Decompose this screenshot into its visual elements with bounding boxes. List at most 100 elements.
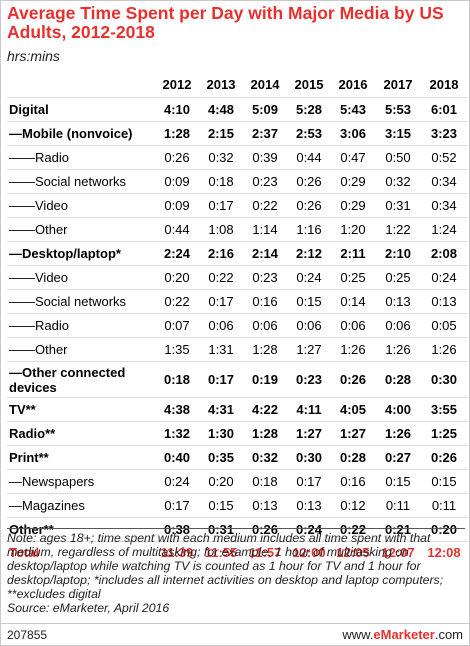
value-cell: 2:37 [243,121,287,146]
value-cell: 0:31 [375,193,421,218]
table-row: —Magazines 0:17 0:15 0:13 0:13 0:12 0:11 0:11 [7,493,467,518]
row-label: —Magazines [7,493,155,518]
table-row: —Desktop/laptop* 2:24 2:16 2:14 2:12 2:11 2:10… [7,241,467,266]
value-cell: 0:34 [421,169,467,194]
value-cell: 1:08 [199,217,243,242]
value-cell: 0:17 [199,361,243,398]
column-header-2016: 2016 [331,71,375,98]
value-cell: 0:35 [199,445,243,470]
value-cell: 0:17 [155,493,199,518]
value-cell: 3:15 [375,121,421,146]
value-cell: 4:38 [155,397,199,422]
table-row: —Other connected devices 0:18 0:17 0:19 0:23… [7,361,467,398]
value-cell: 0:14 [331,289,375,314]
value-cell: 12:00 [292,545,326,560]
value-cell: 11:39 [160,545,194,560]
value-cell: 1:28 [243,421,287,446]
value-cell: 0:06 [287,313,331,338]
row-label: —Mobile (nonvoice) [7,121,155,146]
row-label: —Newspapers [7,469,155,494]
value-cell: 0:11 [375,493,421,518]
row-label: ——Other [7,217,155,242]
column-header-2013: 2013 [199,71,243,98]
source-text: Source: eMarketer, April 2016 [7,601,170,615]
row-label: ——Radio [7,313,155,338]
value-cell: 0:28 [375,361,421,398]
column-header-2012: 2012 [155,71,199,98]
table-body: 2012 2013 2014 2015 2016 2017 2018 Digital 4:10… [7,71,467,563]
value-cell: 0:23 [243,169,287,194]
value-cell: 0:13 [243,493,287,518]
table-row: Print** 0:40 0:35 0:32 0:30 0:28 0:27 0:26 [7,445,467,470]
table-row: ——Radio 0:07 0:06 0:06 0:06 0:06 0:06 0:05 [7,313,467,338]
value-cell: 0:38 [155,517,199,542]
row-label: Radio** [7,421,155,446]
value-cell: 0:17 [199,289,243,314]
value-cell: 0:24 [421,265,467,290]
value-cell: 2:10 [375,241,421,266]
value-cell: 0:30 [287,445,331,470]
value-cell: 0:13 [375,289,421,314]
value-cell: 0:31 [199,517,243,542]
value-cell: 4:05 [331,397,375,422]
row-label: ——Radio [7,145,155,170]
value-cell: 0:21 [375,517,421,542]
value-cell: 0:27 [375,445,421,470]
table-row: Total 11:39 11:55 11:57 12:00 12:05 12:07 12:08 [7,542,467,564]
value-cell: 1:27 [287,421,331,446]
table-row: —Mobile (nonvoice) 1:28 2:15 2:37 2:53 3:06 3:… [7,121,467,146]
value-cell: 0:24 [287,517,331,542]
value-cell: 0:34 [421,193,467,218]
value-cell: 1:26 [375,337,421,362]
value-cell: 4:11 [287,397,331,422]
value-cell: 0:28 [331,445,375,470]
table-row: ——Other 1:35 1:31 1:28 1:27 1:26 1:26 1:26 [7,337,467,362]
value-cell: 1:25 [421,421,467,446]
row-label: ——Other [7,337,155,362]
value-cell: 3:55 [421,397,467,422]
value-cell: 0:22 [243,193,287,218]
value-cell: 1:27 [287,337,331,362]
chart-title: Average Time Spent per Day with Major Me… [7,3,444,42]
value-cell: 0:09 [155,169,199,194]
value-cell: 0:18 [155,361,199,398]
value-cell: 12:07 [381,545,415,560]
value-cell: 0:06 [375,313,421,338]
value-cell: 2:11 [331,241,375,266]
row-label: ——Video [7,265,155,290]
value-cell: 2:24 [155,241,199,266]
table-row: ——Radio 0:26 0:32 0:39 0:44 0:47 0:50 0:52 [7,145,467,170]
value-cell: 0:06 [199,313,243,338]
value-cell: 0:26 [243,517,287,542]
table-row: TV** 4:38 4:31 4:22 4:11 4:05 4:00 3:55 [7,397,467,422]
value-cell: 0:23 [243,265,287,290]
value-cell: 0:23 [287,361,331,398]
value-cell: 0:06 [243,313,287,338]
value-cell: 0:18 [199,169,243,194]
value-cell: 0:44 [287,145,331,170]
brand-suffix: .com [434,627,463,642]
value-cell: 0:20 [155,265,199,290]
value-cell: 2:53 [287,121,331,146]
value-cell: 0:47 [331,145,375,170]
value-cell: 0:24 [155,469,199,494]
table-row: Other** 0:38 0:31 0:26 0:24 0:22 0:21 0:20 [7,517,467,542]
column-header-2018: 2018 [421,71,467,98]
value-cell: 0:15 [287,289,331,314]
table-row: Radio** 1:32 1:30 1:28 1:27 1:27 1:26 1:25 [7,421,467,446]
row-label: —Desktop/laptop* [7,241,155,266]
value-cell: 6:01 [421,97,467,122]
value-cell: 0:06 [331,313,375,338]
table-row: —Newspapers 0:24 0:20 0:18 0:17 0:16 0:15 0:15 [7,469,467,494]
note-text: Note: ages 18+; time spent with each med… [7,531,444,601]
value-cell: 0:29 [331,169,375,194]
value-cell: 1:28 [243,337,287,362]
value-cell: 0:30 [421,361,467,398]
value-cell: 1:35 [155,337,199,362]
value-cell: 11:55 [204,545,238,560]
value-cell: 0:26 [287,169,331,194]
value-cell: 1:16 [287,217,331,242]
chart-subtitle: hrs:mins [7,48,60,64]
value-cell: 1:27 [331,421,375,446]
